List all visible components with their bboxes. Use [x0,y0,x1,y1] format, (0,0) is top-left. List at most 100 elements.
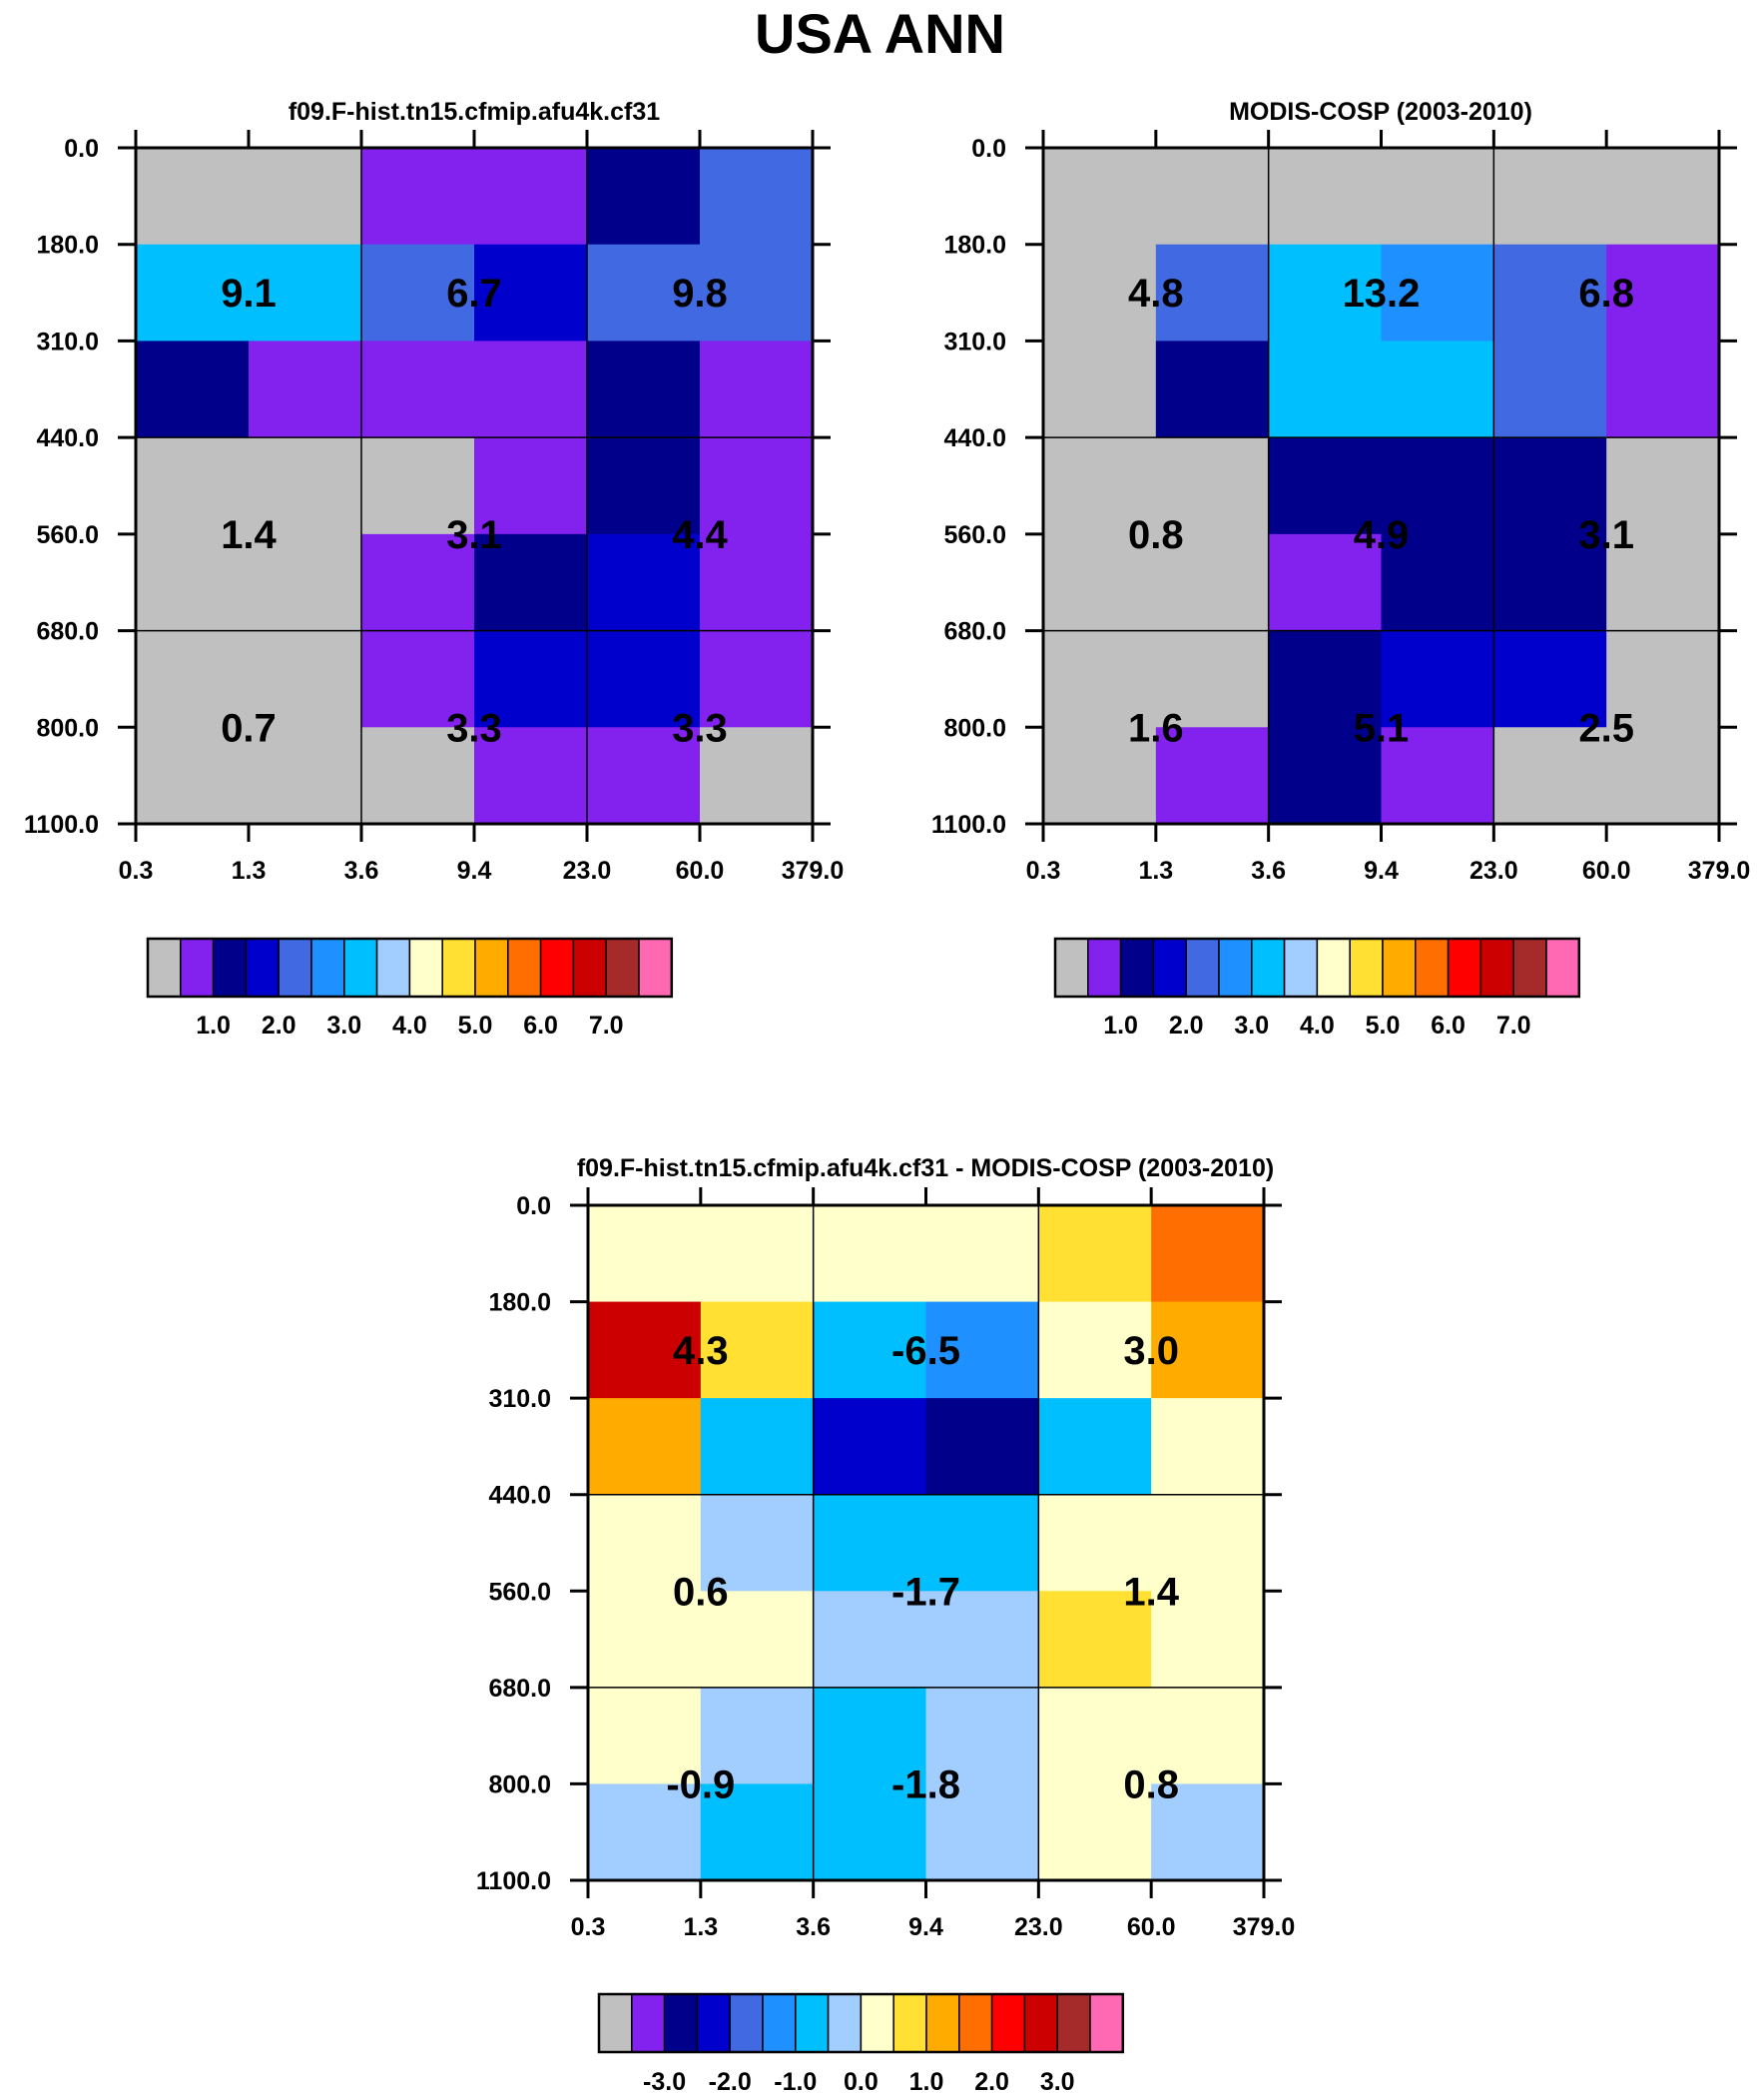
box-value-labels: 4.8 13.2 6.8 0.8 4.9 3.1 1.6 5.1 2.5 [1128,272,1634,750]
heatmap-cell [700,1591,815,1689]
colorbar-box [245,938,280,998]
colorbar-label: 4.0 [1300,1012,1335,1040]
heatmap-cell [474,341,588,438]
box-value-label: -0.9 [666,1762,735,1806]
heatmap-cell [136,244,250,343]
heatmap-cell [1493,437,1607,535]
colorbar-box [343,938,378,998]
heatmap-cell [813,1687,927,1785]
colorbar-box [638,938,673,998]
colorbar-box [990,1993,1026,2053]
heatmap-cell [1381,727,1494,825]
heatmap-cell [700,1398,815,1496]
colorbar-label: 7.0 [589,1012,624,1040]
colorbar-box [762,1993,797,2053]
box-value-label: 13.2 [1343,272,1421,316]
ticks: 0.3 1.3 3.6 9.4 23.0 60.0 379.0 0.0 180.0 310.0 44… [24,130,844,885]
box-grid [1043,148,1719,824]
y-tick-label: 310.0 [36,328,99,355]
heatmap-cell [925,1398,1039,1496]
heatmap-cell [1268,244,1383,343]
colorbar-box [958,1993,993,2053]
heatmap-cell [361,533,475,632]
heatmap-cell [1038,1494,1152,1592]
colorbar-label: -1.0 [774,2068,817,2096]
colorbar: -3.0 -2.0 -1.0 0.0 1.0 2.0 3.0 [597,1992,1125,2096]
heatmap-cell [1493,727,1607,825]
colorbar-box [598,1993,633,2053]
heatmap-cell [474,630,588,728]
heatmap-cell [925,1687,1039,1785]
panel-2: MODIS-COSP (2003-2010) 0.3 1.3 3.6 9.4 23.0 60… [931,98,1750,1040]
y-tick-label: 180.0 [36,232,99,260]
heatmap-cell [1043,437,1157,535]
heatmap-cell [1151,1398,1265,1496]
colorbar-box [375,938,411,998]
heatmap-cell [588,1205,702,1303]
colorbar-box [1152,938,1187,998]
heatmap-cell [700,630,814,728]
x-tick-label: 379.0 [1233,1913,1296,1941]
colorbar-box [507,938,542,998]
colorbar-label: 1.0 [909,2068,944,2096]
colorbar-box [729,1993,764,2053]
colorbar-box [1316,938,1351,998]
colorbar-box [925,1993,960,2053]
x-tick-label: 23.0 [1014,1913,1063,1941]
colorbar-label: 2.0 [1169,1012,1204,1040]
colorbar-label: 6.0 [1431,1012,1466,1040]
colorbar-box [631,1993,666,2053]
y-tick-label: 0.0 [971,135,1006,163]
colorbar-box [663,1993,699,2053]
y-tick-label: 1100.0 [931,811,1006,839]
colorbar-label: 2.0 [262,1012,296,1040]
colorbar-box [441,938,476,998]
box-value-label: 0.8 [1128,513,1184,557]
box-value-label: 1.6 [1128,706,1184,750]
heatmap-cell [1268,630,1383,728]
x-tick-label: 1.3 [1138,857,1173,885]
heatmap-cell [136,148,250,246]
y-tick-label: 440.0 [488,1482,551,1510]
heatmap-cell [1155,244,1270,343]
heatmap-cell [1155,727,1270,825]
heatmap-cell [1493,533,1607,632]
box-value-label: 2.5 [1578,706,1634,750]
heatmap-cell [1493,341,1607,438]
y-tick-label: 800.0 [943,714,1006,742]
colorbar-frame [597,1992,1125,2054]
colorbar-box [1185,938,1220,998]
box-value-label: 6.7 [446,272,502,316]
heatmap-cell [1606,148,1720,246]
heatmap-cell [1606,341,1720,438]
y-tick-label: 680.0 [36,618,99,646]
box-value-label: 3.1 [446,513,502,557]
x-tick-label: 60.0 [1582,857,1631,885]
heatmap-cell [925,1591,1039,1689]
heatmap-cell [249,341,362,438]
heatmap-cell [1268,533,1383,632]
heatmap-cell [1606,437,1720,535]
x-tick-label: 0.3 [571,1913,606,1941]
colorbar-label: 0.0 [844,2068,879,2096]
y-tick-label: 560.0 [36,521,99,549]
colorbar-box [1447,938,1482,998]
heatmap-cell [361,727,475,825]
colorbar-box [147,938,182,998]
heatmap-cells [588,1205,1265,1881]
ticks: 0.3 1.3 3.6 9.4 23.0 60.0 379.0 0.0 180.0 310.0 44… [476,1187,1295,1941]
box-value-label: 3.3 [446,706,502,750]
box-value-label: -1.7 [891,1570,960,1614]
colorbar-frame [1053,937,1581,999]
heatmap-cell [1043,148,1157,246]
colorbar-box [605,938,640,998]
heatmap-cell [249,533,362,632]
colorbar-box [1218,938,1253,998]
heatmap-cell [1606,533,1720,632]
box-value-label: 5.1 [1354,706,1410,750]
y-tick-label: 800.0 [488,1770,551,1798]
colorbar: 1.0 2.0 3.0 4.0 5.0 6.0 7.0 [146,937,674,1040]
page-title: USA ANN [755,2,1005,65]
heatmap-cell [813,1205,927,1303]
